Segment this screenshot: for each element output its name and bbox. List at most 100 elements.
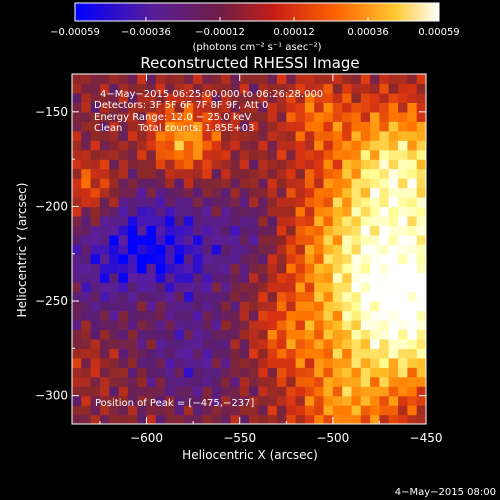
heatmap-cell: [202, 263, 213, 274]
heatmap-cell: [398, 149, 408, 160]
heatmap-cell: [99, 291, 110, 302]
heatmap-cell: [81, 301, 92, 312]
heatmap-cell: [118, 291, 129, 302]
heatmap-cell: [127, 111, 138, 122]
heatmap-cell: [81, 348, 92, 359]
heatmap-cell: [174, 197, 185, 208]
heatmap-cell: [407, 187, 418, 198]
heatmap-cell: [388, 386, 399, 397]
heatmap-cell: [239, 168, 250, 179]
heatmap-cell: [267, 367, 278, 378]
heatmap-cell: [127, 187, 138, 198]
heatmap-cell: [109, 263, 120, 274]
heatmap-cell: [90, 102, 101, 113]
heatmap-cell: [407, 376, 418, 387]
heatmap-cell: [304, 367, 315, 378]
heatmap-cell: [370, 215, 380, 226]
heatmap-cell: [332, 234, 343, 245]
heatmap-cell: [146, 244, 157, 255]
heatmap-cell: [360, 74, 371, 85]
heatmap-cell: [81, 395, 92, 406]
heatmap-cell: [146, 234, 157, 245]
heatmap-cell: [81, 272, 92, 283]
heatmap-cell: [165, 149, 176, 160]
heatmap-image: [72, 74, 426, 424]
heatmap-cell: [286, 121, 297, 132]
heatmap-cell: [99, 83, 110, 94]
heatmap-cell: [90, 310, 101, 321]
heatmap-cell: [202, 140, 213, 151]
heatmap-cell: [146, 140, 157, 151]
heatmap-cell: [127, 130, 138, 141]
heatmap-cell: [416, 405, 426, 416]
heatmap-cell: [137, 282, 148, 293]
heatmap-cell: [118, 253, 129, 264]
heatmap-cell: [416, 414, 426, 424]
heatmap-cell: [72, 282, 82, 293]
heatmap-cell: [109, 149, 120, 160]
y-tick-label: −200: [35, 199, 68, 213]
heatmap-cell: [221, 310, 231, 321]
heatmap-cell: [137, 168, 148, 179]
heatmap-cell: [323, 253, 334, 264]
heatmap-cell: [127, 168, 138, 179]
heatmap-cell: [407, 215, 418, 226]
heatmap-cell: [118, 215, 129, 226]
heatmap-cell: [109, 111, 120, 122]
heatmap-cell: [239, 395, 250, 406]
heatmap-cell: [183, 310, 194, 321]
heatmap-cell: [276, 225, 287, 236]
heatmap-cell: [286, 329, 297, 340]
heatmap-cell: [379, 197, 390, 208]
heatmap-cell: [342, 386, 353, 397]
heatmap-cell: [72, 187, 82, 198]
heatmap-cell: [118, 282, 129, 293]
heatmap-cell: [230, 168, 241, 179]
heatmap-cell: [165, 414, 176, 424]
heatmap-cell: [267, 319, 278, 330]
heatmap-cell: [323, 140, 334, 151]
heatmap-cell: [174, 178, 185, 189]
heatmap-cell: [342, 168, 353, 179]
heatmap-cell: [286, 225, 297, 236]
heatmap-cell: [211, 74, 222, 85]
heatmap-cell: [379, 253, 390, 264]
heatmap-cell: [398, 111, 408, 122]
heatmap-cell: [230, 414, 241, 424]
heatmap-cell: [314, 348, 325, 359]
heatmap-cell: [370, 178, 380, 189]
heatmap-cell: [211, 405, 222, 416]
heatmap-cell: [174, 206, 185, 217]
heatmap-cell: [258, 102, 269, 113]
heatmap-cell: [72, 253, 82, 264]
colorbar-tick-label: 0.00036: [347, 27, 388, 38]
heatmap-cell: [146, 111, 157, 122]
heatmap-cell: [286, 357, 297, 368]
heatmap-cell: [314, 414, 325, 424]
heatmap-cell: [258, 215, 269, 226]
annotation-clean-counts: Clean Total counts: 1.85E+03: [94, 123, 254, 134]
heatmap-cell: [221, 206, 231, 217]
heatmap-cell: [342, 225, 353, 236]
heatmap-cell: [370, 111, 380, 122]
heatmap-cell: [286, 102, 297, 113]
heatmap-cell: [72, 159, 82, 170]
heatmap-cell: [90, 301, 101, 312]
heatmap-cell: [174, 244, 185, 255]
heatmap-cell: [221, 187, 231, 198]
heatmap-cell: [174, 367, 185, 378]
heatmap-cell: [127, 282, 138, 293]
heatmap-cell: [304, 74, 315, 85]
heatmap-cell: [360, 376, 371, 387]
heatmap-cell: [118, 149, 129, 160]
heatmap-cell: [90, 272, 101, 283]
heatmap-cell: [379, 206, 390, 217]
heatmap-cell: [81, 234, 92, 245]
heatmap-cell: [379, 272, 390, 283]
heatmap-cell: [323, 225, 334, 236]
heatmap-cell: [398, 178, 408, 189]
heatmap-cell: [323, 111, 334, 122]
heatmap-cell: [258, 121, 269, 132]
heatmap-cell: [137, 102, 148, 113]
heatmap-cell: [267, 92, 278, 103]
